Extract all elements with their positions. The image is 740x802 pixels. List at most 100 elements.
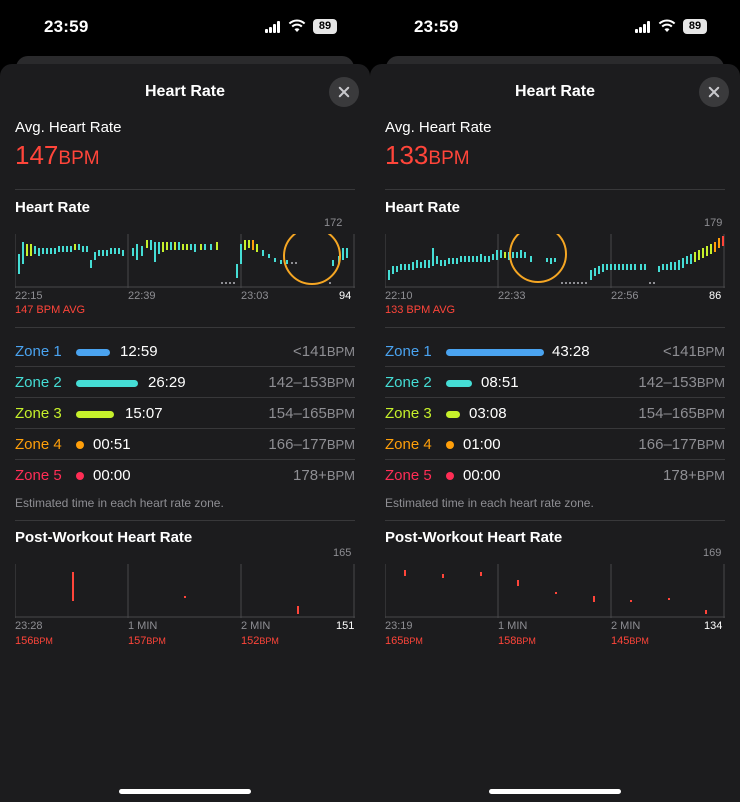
zone-time: 12:59 [120,343,158,360]
zone-bar [446,380,472,387]
zone-separator [15,428,355,429]
zone-name: Zone 2 [15,374,62,391]
hr-chart-max-label: 179 [704,217,723,229]
zone-separator [385,397,725,398]
post-chart-time-label: 1 MIN [498,620,528,632]
zone-range: 154–165BPM [638,405,725,422]
zone-name: Zone 5 [15,467,62,484]
hr-chart-avg-label: 133 BPM AVG [385,304,456,316]
wifi-icon [658,19,676,32]
hr-chart-time-label: 22:33 [498,290,526,302]
avg-heart-rate-value: 147BPM [15,140,100,170]
divider [385,189,725,190]
heart-rate-chart[interactable] [385,234,725,288]
home-indicator[interactable] [119,789,251,794]
status-time: 23:59 [44,17,89,36]
zone-range: <141BPM [663,343,725,360]
zone-row: Zone 2 26:29 142–153BPM [15,367,355,398]
hr-gap-dots [561,282,655,284]
phone-screen-left: 23:59 89 Heart Rate Avg. Heart Rate 147B… [0,0,370,802]
zone-name: Zone 5 [385,467,432,484]
zone-row: Zone 5 00:00 178+BPM [15,460,355,491]
hr-chart-time-label: 22:56 [611,290,639,302]
zone-range: 142–153BPM [268,374,355,391]
post-value-label: 157BPM [128,635,166,647]
zone-dot [446,472,454,480]
zone-time: 43:28 [552,343,590,360]
cellular-signal-icon [635,21,653,33]
zone-name: Zone 2 [385,374,432,391]
post-value-label: 165BPM [385,635,423,647]
sheet-title: Heart Rate [144,83,226,100]
hr-chart-time-label: 22:10 [385,290,413,302]
post-chart-max-label: 169 [703,547,722,559]
zone-time: 08:51 [481,374,519,391]
zone-name: Zone 4 [15,436,62,453]
divider [385,327,725,328]
zone-range: 178+BPM [663,467,725,484]
zone-range: 166–177BPM [268,436,355,453]
heart-rate-chart[interactable] [15,234,355,288]
zone-time: 03:08 [469,405,507,422]
hr-chart-max-label: 172 [324,217,343,229]
zone-name: Zone 1 [15,343,62,360]
zone-row: Zone 5 00:00 178+BPM [385,460,725,491]
zone-bar [76,411,114,418]
post-value-label: 156BPM [15,635,53,647]
zone-time: 26:29 [148,374,186,391]
hr-chart-min-label: 94 [339,290,352,302]
post-workout-chart[interactable] [385,564,725,618]
hr-samples [18,240,348,278]
phone-screen-right: 23:59 89 Heart Rate Avg. Heart Rate 133B… [370,0,740,802]
post-workout-title: Post-Workout Heart Rate [15,529,193,546]
zones-note: Estimated time in each heart rate zone. [385,496,594,510]
zone-row: Zone 1 12:59 <141BPM [15,336,355,367]
zone-bar [446,349,544,356]
heart-rate-sheet: Heart Rate Avg. Heart Rate 133BPM Heart … [370,64,740,802]
zone-range: 154–165BPM [268,405,355,422]
zone-range: 142–153BPM [638,374,725,391]
hr-chart-time-label: 23:03 [241,290,269,302]
zone-range: 166–177BPM [638,436,725,453]
zone-row: Zone 4 01:00 166–177BPM [385,429,725,460]
zone-range: <141BPM [293,343,355,360]
post-workout-chart[interactable] [15,564,355,618]
zone-name: Zone 3 [15,405,62,422]
zone-dot [76,472,84,480]
post-chart-max-label: 165 [333,547,352,559]
post-chart-min-label: 151 [336,620,355,632]
zone-row: Zone 4 00:51 166–177BPM [15,429,355,460]
cellular-signal-icon [265,21,283,33]
post-chart-min-label: 134 [704,620,723,632]
close-button[interactable] [329,77,359,107]
heart-rate-sheet: Heart Rate Avg. Heart Rate 147BPM Heart … [0,64,370,802]
zone-range: 178+BPM [293,467,355,484]
highlight-circle-annotation [509,234,567,283]
hr-chart-min-label: 86 [709,290,722,302]
zone-row: Zone 3 03:08 154–165BPM [385,398,725,429]
zones-note: Estimated time in each heart rate zone. [15,496,224,510]
battery-icon: 89 [313,19,337,34]
post-chart-time-label: 1 MIN [128,620,158,632]
zone-name: Zone 1 [385,343,432,360]
zone-separator [385,366,725,367]
hr-samples [388,236,724,280]
zone-dot [76,441,84,449]
zone-name: Zone 3 [385,405,432,422]
close-button[interactable] [699,77,729,107]
zone-row: Zone 1 43:28 <141BPM [385,336,725,367]
hr-chart-time-label: 22:39 [128,290,156,302]
avg-heart-rate-label: Avg. Heart Rate [15,119,122,136]
status-bar: 23:59 89 [370,0,740,56]
post-value-label: 145BPM [611,635,649,647]
status-bar: 23:59 89 [0,0,370,56]
status-time: 23:59 [414,17,459,36]
zone-separator [385,459,725,460]
home-indicator[interactable] [489,789,621,794]
avg-heart-rate-value: 133BPM [385,140,470,170]
post-value-label: 158BPM [498,635,536,647]
post-chart-time-label: 2 MIN [611,620,641,632]
wifi-icon [288,19,306,32]
zone-name: Zone 4 [385,436,432,453]
zone-separator [15,366,355,367]
